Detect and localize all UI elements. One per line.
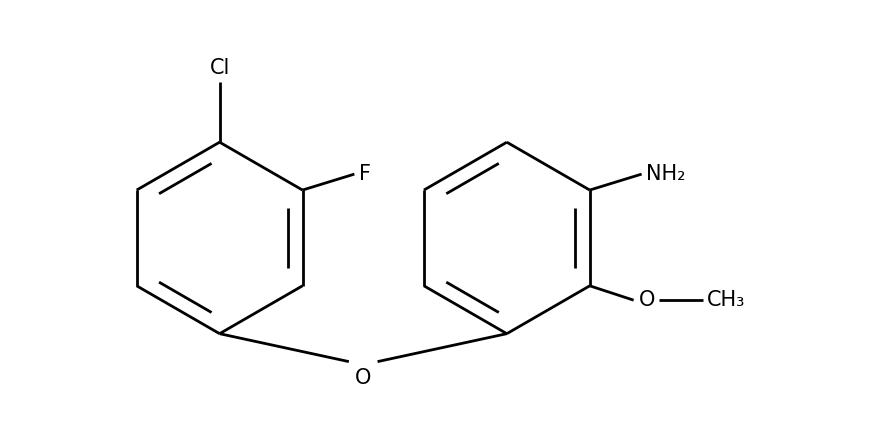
Text: CH₃: CH₃ [707,290,745,310]
Text: O: O [355,368,371,388]
Text: O: O [639,290,655,310]
Text: F: F [359,164,371,184]
Text: NH₂: NH₂ [647,164,686,184]
Text: Cl: Cl [209,58,229,78]
